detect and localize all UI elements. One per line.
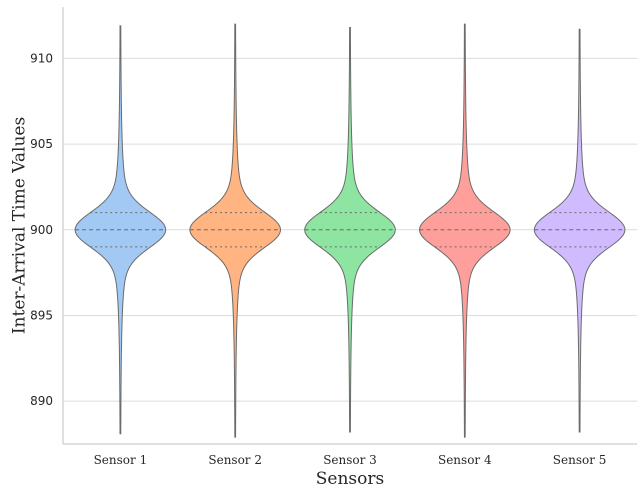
y-tick-label: 890 <box>30 394 53 408</box>
x-tick-label: Sensor 1 <box>94 453 148 467</box>
violins <box>74 23 626 438</box>
violin-body <box>418 23 511 438</box>
x-axis-label: Sensors <box>316 469 384 488</box>
x-tick-labels: Sensor 1 Sensor 2 Sensor 3 Sensor 4 Sensor 5 <box>94 453 607 467</box>
violin-2 <box>189 23 282 438</box>
y-axis-label: Inter-Arrival Time Values <box>10 117 30 334</box>
y-tick-label: 900 <box>30 223 53 237</box>
x-tick-label: Sensor 2 <box>208 453 262 467</box>
violin-3 <box>304 27 396 433</box>
x-tick-label: Sensor 5 <box>553 453 607 467</box>
x-tick-label: Sensor 3 <box>323 453 377 467</box>
y-tick-labels: 890 895 900 905 910 <box>30 51 53 408</box>
y-tick-label: 910 <box>30 51 53 65</box>
violin-5 <box>533 28 626 433</box>
violin-body <box>189 23 282 438</box>
x-tick-label: Sensor 4 <box>438 453 492 467</box>
y-tick-label: 905 <box>30 137 53 151</box>
violin-4 <box>418 23 511 438</box>
y-tick-label: 895 <box>30 308 53 322</box>
axes-spines <box>62 7 637 445</box>
violin-body <box>533 28 626 433</box>
violin-1 <box>74 25 167 435</box>
